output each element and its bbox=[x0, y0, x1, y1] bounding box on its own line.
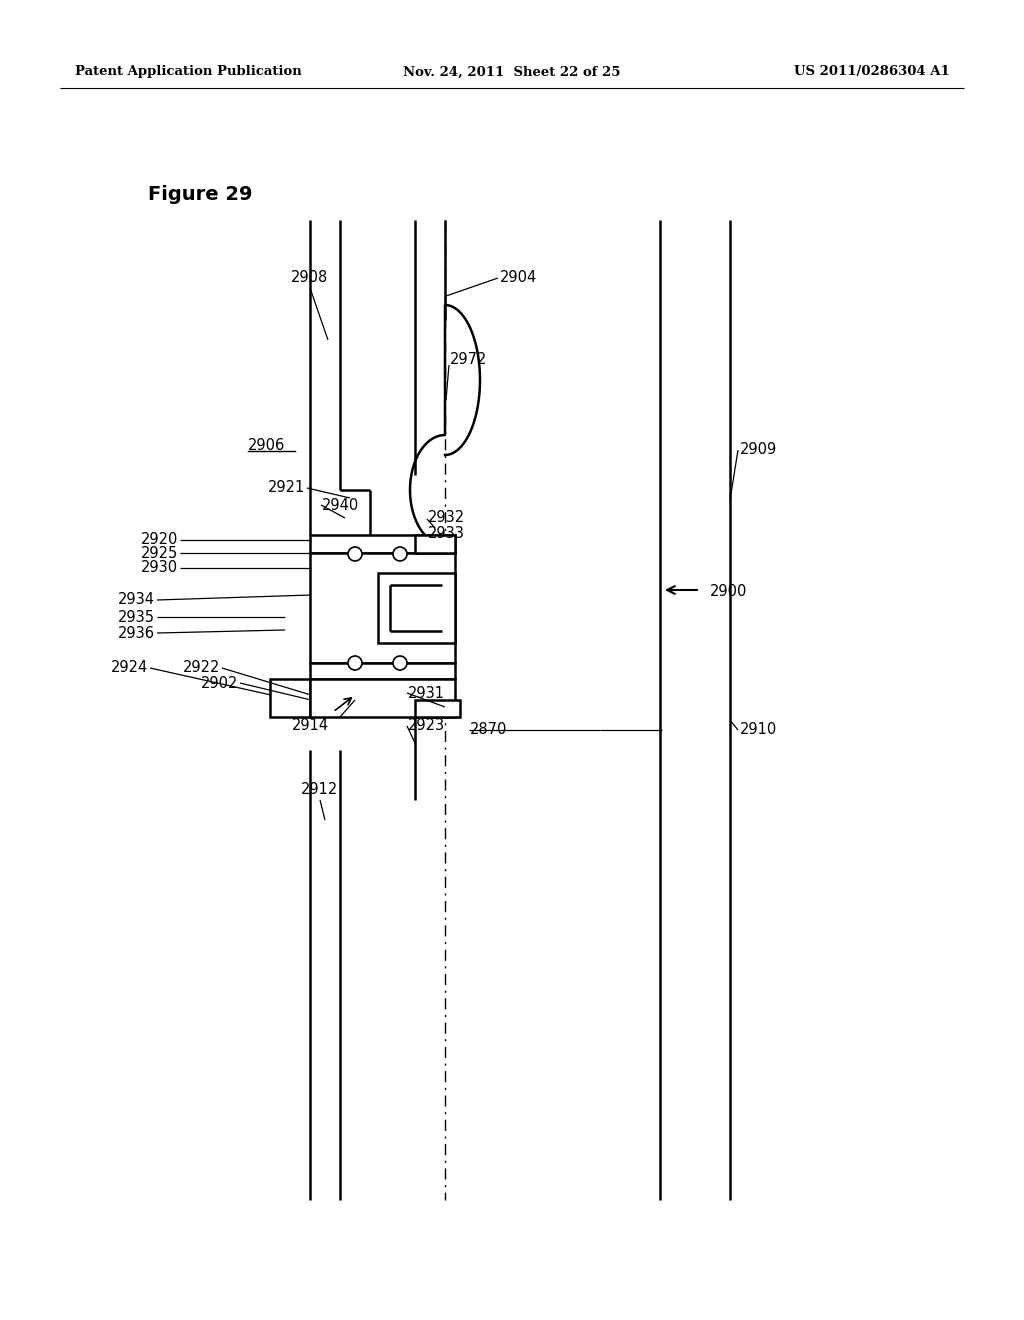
Circle shape bbox=[348, 546, 362, 561]
Text: 2934: 2934 bbox=[118, 593, 155, 607]
Text: 2909: 2909 bbox=[740, 442, 777, 458]
Text: 2924: 2924 bbox=[111, 660, 148, 676]
Text: 2906: 2906 bbox=[248, 437, 286, 453]
Text: 2936: 2936 bbox=[118, 626, 155, 640]
Text: 2930: 2930 bbox=[141, 561, 178, 576]
Bar bbox=[310, 535, 455, 553]
Bar bbox=[270, 678, 310, 717]
Text: 2940: 2940 bbox=[322, 498, 359, 512]
Text: 2921: 2921 bbox=[267, 480, 305, 495]
Text: 2920: 2920 bbox=[140, 532, 178, 548]
Text: Nov. 24, 2011  Sheet 22 of 25: Nov. 24, 2011 Sheet 22 of 25 bbox=[403, 66, 621, 78]
Text: 2935: 2935 bbox=[118, 610, 155, 624]
Bar bbox=[390, 585, 442, 631]
Circle shape bbox=[393, 546, 407, 561]
Circle shape bbox=[348, 656, 362, 671]
Text: 2910: 2910 bbox=[740, 722, 777, 738]
Text: 2933: 2933 bbox=[428, 525, 465, 540]
Bar bbox=[310, 663, 455, 678]
Bar bbox=[378, 573, 455, 643]
Text: 2932: 2932 bbox=[428, 511, 465, 525]
Text: 2904: 2904 bbox=[500, 271, 538, 285]
Text: 2972: 2972 bbox=[450, 352, 487, 367]
Bar bbox=[310, 678, 455, 717]
Circle shape bbox=[393, 656, 407, 671]
Bar bbox=[415, 700, 460, 717]
Text: 2922: 2922 bbox=[182, 660, 220, 676]
Bar bbox=[415, 535, 455, 553]
Text: 2900: 2900 bbox=[710, 585, 748, 599]
Text: 2931: 2931 bbox=[408, 685, 445, 701]
Text: 2923: 2923 bbox=[408, 718, 445, 734]
Text: 2912: 2912 bbox=[301, 783, 339, 797]
Bar bbox=[310, 553, 455, 663]
Text: 2914: 2914 bbox=[292, 718, 329, 734]
Text: Patent Application Publication: Patent Application Publication bbox=[75, 66, 302, 78]
Text: 2925: 2925 bbox=[140, 545, 178, 561]
Text: 2908: 2908 bbox=[292, 271, 329, 285]
Text: 2870: 2870 bbox=[470, 722, 507, 738]
Text: Figure 29: Figure 29 bbox=[148, 186, 253, 205]
Bar bbox=[310, 553, 352, 663]
Text: 2902: 2902 bbox=[201, 676, 238, 690]
Text: US 2011/0286304 A1: US 2011/0286304 A1 bbox=[795, 66, 950, 78]
